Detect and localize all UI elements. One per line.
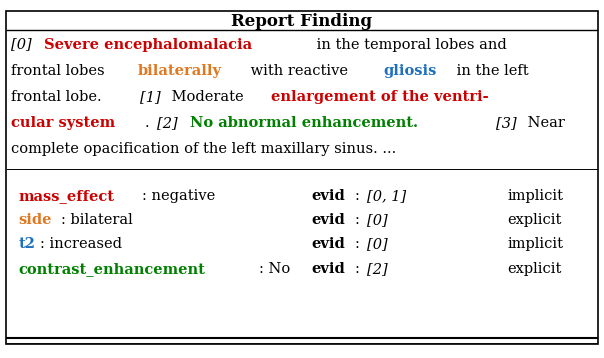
Text: implicit: implicit (507, 237, 564, 251)
Text: : increased: : increased (40, 237, 122, 251)
Text: [0, 1]: [0, 1] (367, 189, 406, 203)
Text: [0]: [0] (11, 38, 36, 52)
Text: with reactive: with reactive (246, 64, 353, 78)
Text: evid: evid (311, 189, 345, 203)
Text: explicit: explicit (507, 213, 562, 227)
Text: enlargement of the ventri-: enlargement of the ventri- (271, 90, 489, 104)
Text: [0]: [0] (367, 237, 388, 251)
Text: :: : (355, 189, 364, 203)
Text: Moderate: Moderate (167, 90, 248, 104)
Text: .: . (145, 116, 155, 130)
Text: No abnormal enhancement.: No abnormal enhancement. (190, 116, 418, 130)
Text: complete opacification of the left maxillary sinus. ...: complete opacification of the left maxil… (11, 142, 396, 156)
Text: Near: Near (523, 116, 565, 130)
Text: : negative: : negative (142, 189, 215, 203)
Text: evid: evid (311, 262, 345, 276)
Text: cular system: cular system (11, 116, 115, 130)
Text: evid: evid (311, 237, 345, 251)
Text: : bilateral: : bilateral (62, 213, 133, 227)
Text: :: : (355, 213, 364, 227)
Text: frontal lobe.: frontal lobe. (11, 90, 111, 104)
Text: side: side (18, 213, 51, 227)
Text: :: : (355, 237, 364, 251)
Text: [3]: [3] (496, 116, 517, 130)
Text: contrast_enhancement: contrast_enhancement (18, 262, 205, 276)
Text: [2]: [2] (157, 116, 178, 130)
Text: Severe encephalomalacia: Severe encephalomalacia (43, 38, 252, 52)
Text: gliosis: gliosis (384, 64, 437, 78)
Text: [2]: [2] (367, 262, 388, 276)
Text: :: : (355, 262, 364, 276)
Text: : No: : No (259, 262, 291, 276)
FancyBboxPatch shape (6, 11, 598, 344)
Text: t2: t2 (18, 237, 35, 251)
Text: frontal lobes: frontal lobes (11, 64, 109, 78)
Text: implicit: implicit (507, 189, 564, 203)
Text: bilaterally: bilaterally (138, 64, 222, 78)
Text: mass_effect: mass_effect (18, 189, 114, 203)
Text: Report Finding: Report Finding (231, 13, 373, 29)
Text: evid: evid (311, 213, 345, 227)
Text: [1]: [1] (140, 90, 161, 104)
Text: in the left: in the left (452, 64, 529, 78)
Text: explicit: explicit (507, 262, 562, 276)
Text: [0]: [0] (367, 213, 388, 227)
Text: in the temporal lobes and: in the temporal lobes and (312, 38, 507, 52)
